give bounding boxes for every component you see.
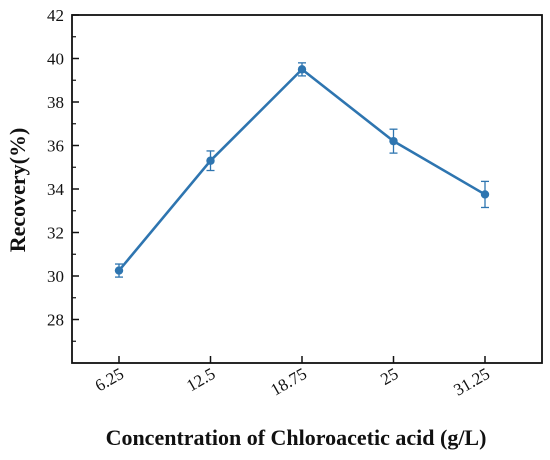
y-axis: 28 30 32 34 36 38 40 42 xyxy=(47,6,79,342)
y-tick-label: 42 xyxy=(47,6,64,25)
y-tick-label: 30 xyxy=(47,267,64,286)
y-tick-label: 38 xyxy=(47,93,64,112)
y-tick-label: 32 xyxy=(47,224,64,243)
data-point xyxy=(480,190,490,199)
series-layer xyxy=(114,62,490,278)
data-point xyxy=(297,65,307,74)
data-point xyxy=(389,136,398,146)
y-tick-label: 28 xyxy=(47,311,64,330)
y-axis-title: Recovery(%) xyxy=(5,128,30,253)
x-axis: 6.25 12.5 18.75 25 31.25 xyxy=(92,356,493,400)
x-axis-title: Concentration of Chloroacetic acid (g/L) xyxy=(106,425,487,450)
y-tick-label: 40 xyxy=(47,50,64,69)
x-tick-label: 6.25 xyxy=(92,364,127,395)
y-tick-label: 36 xyxy=(47,137,64,156)
data-point xyxy=(114,266,124,275)
y-tick-label: 34 xyxy=(47,180,65,199)
x-tick-label: 12.5 xyxy=(183,364,218,395)
x-tick-label: 31.25 xyxy=(450,364,493,400)
x-tick-label: 25 xyxy=(377,364,401,389)
data-point xyxy=(206,156,215,165)
x-tick-label: 18.75 xyxy=(267,364,310,400)
series-line xyxy=(118,68,486,272)
plot-frame xyxy=(71,14,543,364)
